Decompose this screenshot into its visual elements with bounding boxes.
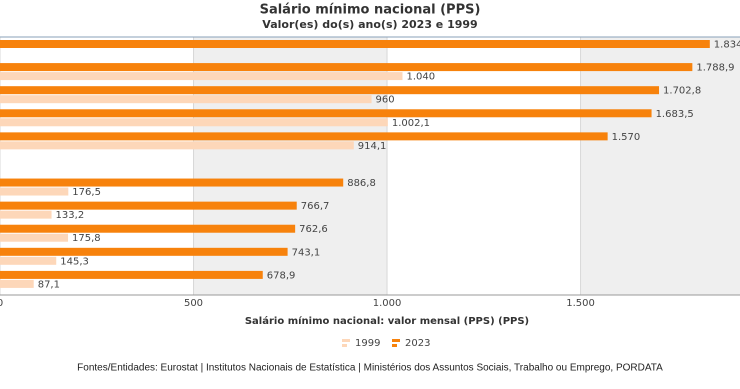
data-label: 1.570 (612, 132, 641, 143)
bar (0, 279, 34, 288)
data-label: 1.788,9 (696, 63, 734, 74)
data-label: 133,2 (56, 210, 85, 221)
bar (0, 201, 297, 210)
data-label: 762,6 (299, 224, 328, 235)
data-label: 1.040 (407, 72, 436, 83)
x-tick-label: 1.000 (373, 298, 402, 309)
bar (0, 210, 52, 219)
legend-swatch[interactable] (392, 339, 400, 342)
legend-label[interactable]: 2023 (405, 338, 430, 349)
data-label: 87,1 (38, 279, 60, 290)
legend-swatch[interactable] (342, 339, 350, 342)
bar (0, 187, 69, 196)
bar (0, 86, 660, 95)
x-tick-label: 500 (184, 298, 203, 309)
bar (0, 178, 344, 187)
chart-subtitle: Valor(es) do(s) ano(s) 2023 e 1999 (262, 18, 477, 31)
grid-band (580, 37, 740, 295)
bar (0, 247, 288, 256)
data-label: 145,3 (60, 256, 89, 267)
data-label: 176,5 (72, 187, 101, 198)
data-label: 743,1 (292, 247, 321, 258)
data-label: 678,9 (267, 270, 296, 281)
data-label: 1.834, (714, 40, 740, 51)
bar (0, 40, 710, 48)
legend-label[interactable]: 1999 (355, 338, 380, 349)
data-label: 1.683,5 (656, 109, 694, 120)
data-label: 960 (376, 95, 395, 106)
data-label: 886,8 (347, 178, 376, 189)
x-tick-label: 1.500 (566, 298, 595, 309)
data-label: 914,1 (358, 141, 387, 152)
bar (0, 270, 263, 279)
bar (0, 233, 69, 242)
x-tick-label: 0 (0, 298, 3, 309)
data-label: 1.702,8 (663, 86, 701, 97)
data-label: 1.002,1 (392, 118, 430, 129)
legend-swatch[interactable] (392, 344, 397, 347)
legend-swatch[interactable] (342, 344, 347, 347)
bar (0, 132, 608, 141)
bar (0, 224, 296, 233)
bar (0, 256, 57, 265)
bar (0, 109, 652, 118)
data-label: 175,8 (72, 233, 101, 244)
bar (0, 72, 403, 81)
bar (0, 118, 388, 127)
x-axis-title: Salário mínimo nacional: valor mensal (P… (245, 315, 529, 327)
chart-title: Salário mínimo nacional (PPS) (260, 3, 481, 18)
bar (0, 95, 372, 104)
data-label: 766,7 (301, 201, 330, 212)
bar (0, 63, 693, 72)
bar (0, 141, 354, 150)
source: Fontes/Entidades: Eurostat | Institutos … (77, 363, 663, 374)
